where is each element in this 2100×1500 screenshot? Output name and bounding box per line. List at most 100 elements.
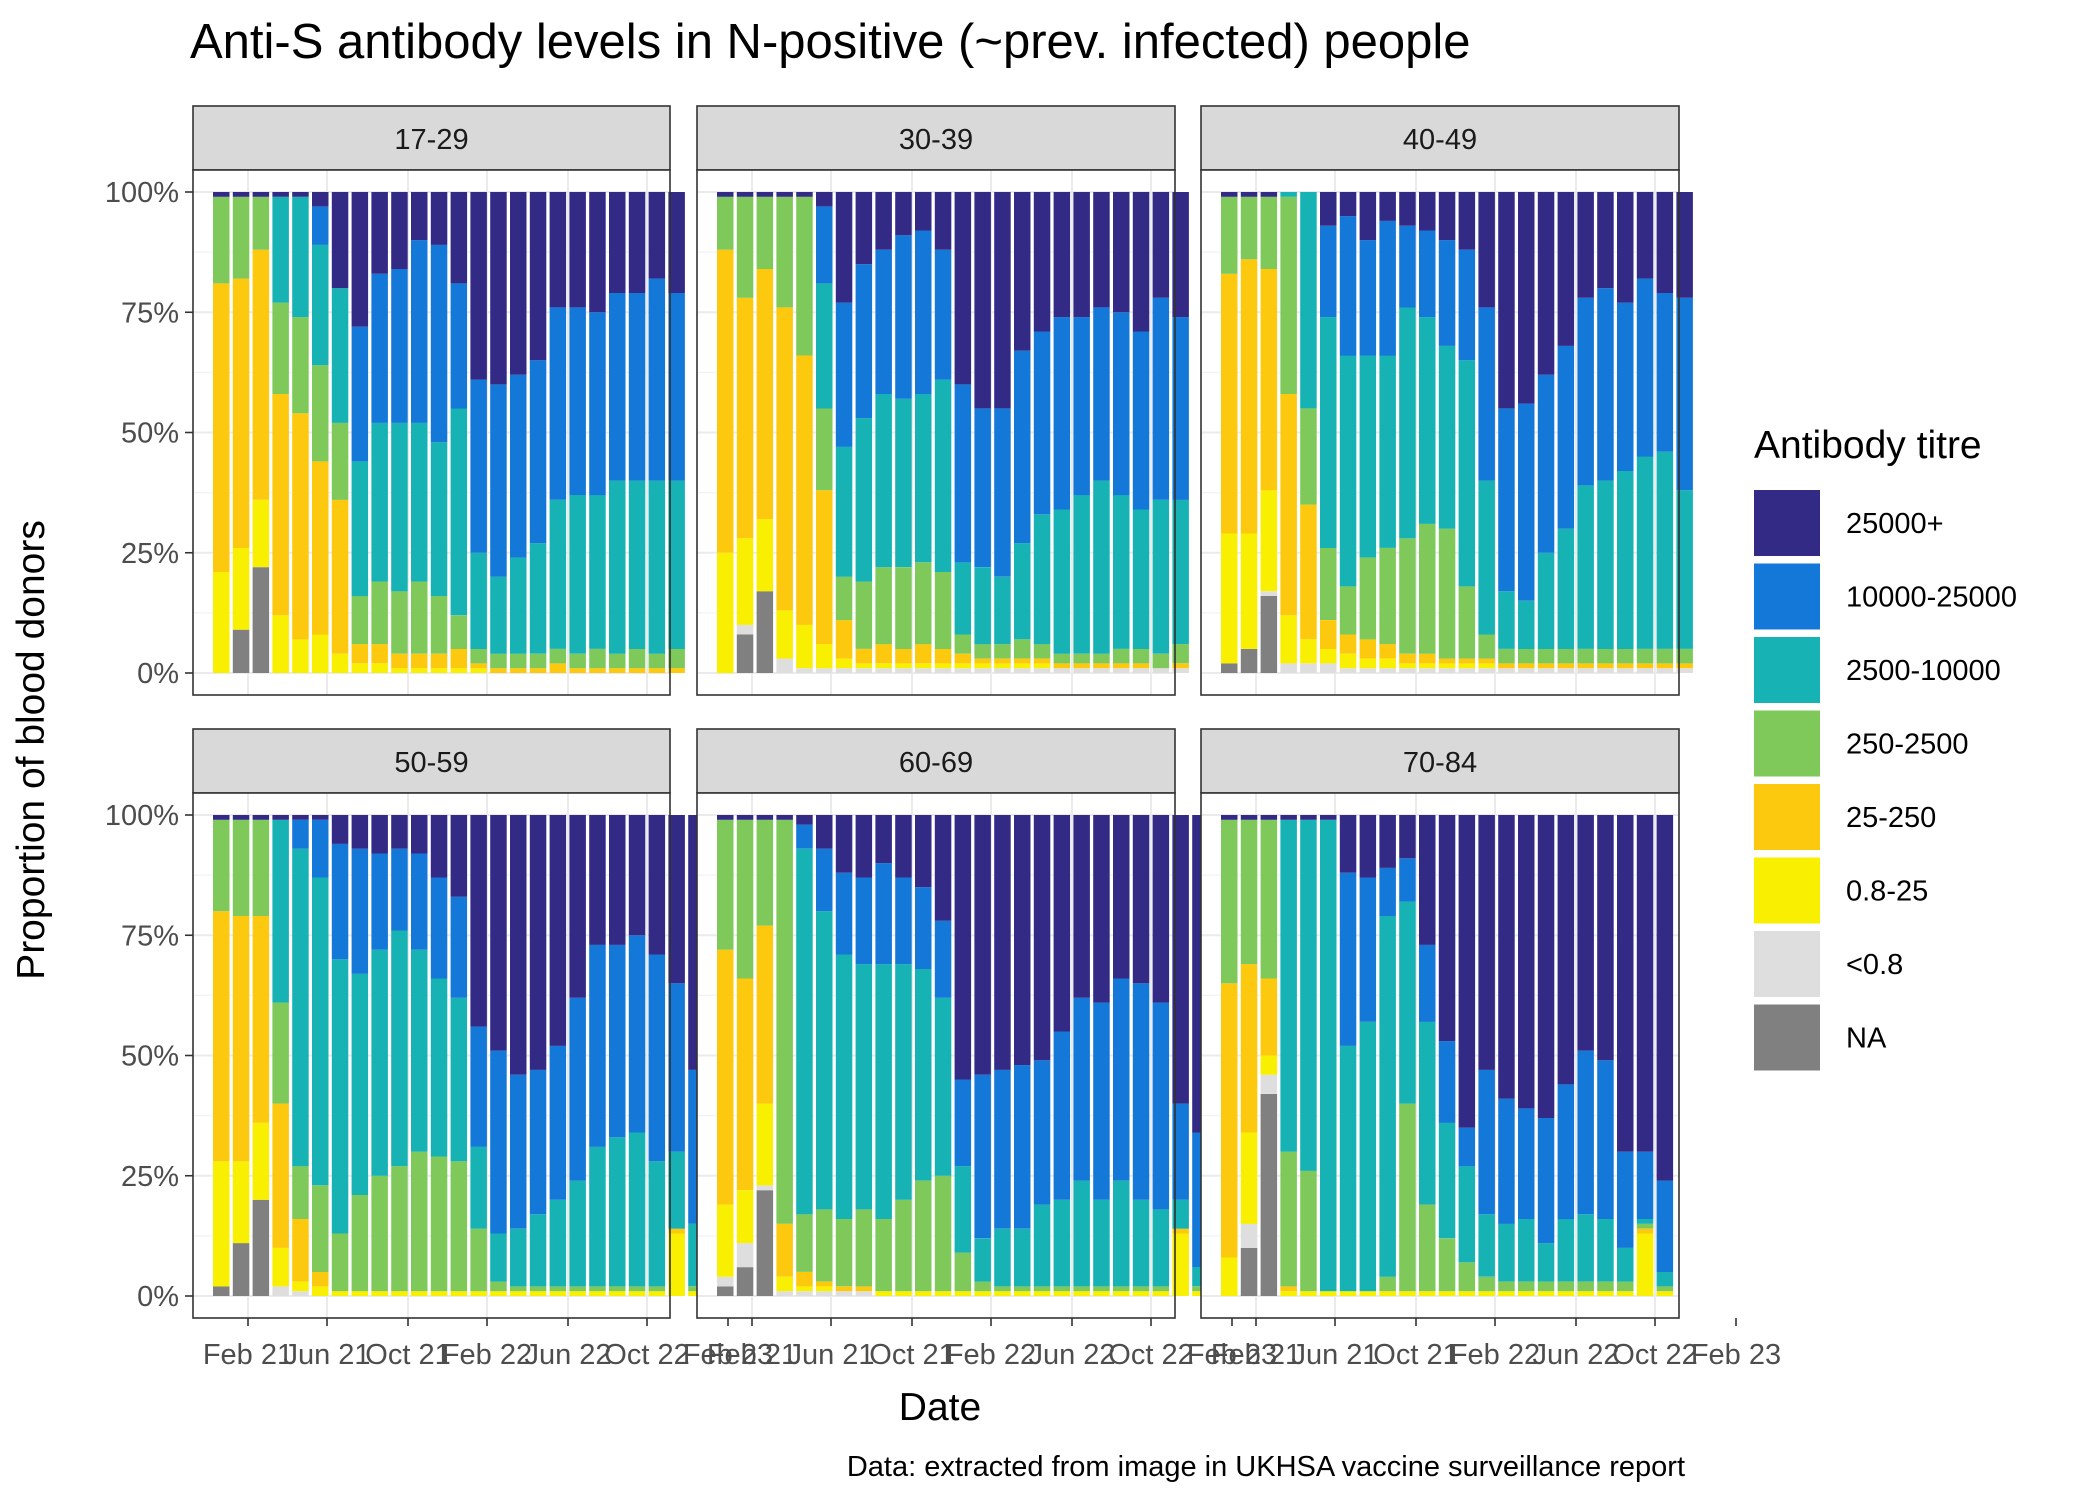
bar-segment-10000-25000 xyxy=(934,920,952,998)
bar-segment-0-8-25 xyxy=(252,1122,270,1200)
bar-segment-25-250 xyxy=(1280,394,1297,616)
bar-segment-25000 xyxy=(510,815,527,1075)
bar-segment-0-8-25 xyxy=(470,668,487,673)
bar-segment-25000 xyxy=(549,815,567,1046)
bar-segment-10000-25000 xyxy=(1033,1060,1051,1205)
bar-segment-250-2500 xyxy=(1537,649,1555,664)
bar-segment-0-8-25 xyxy=(1399,663,1416,669)
bar-segment-250-2500 xyxy=(529,1286,547,1292)
bar-segment-na xyxy=(1221,663,1238,673)
bar-segment-250-2500 xyxy=(589,1286,606,1292)
bar-segment-2500-10000 xyxy=(934,997,952,1176)
bar-segment-lt-0-8 xyxy=(1458,668,1476,673)
bar-segment-250-2500 xyxy=(1577,1281,1594,1292)
bar-stack xyxy=(232,815,250,1296)
bar-segment-250-2500 xyxy=(648,653,666,669)
bar-segment-25-250 xyxy=(371,644,388,664)
bar-segment-25000 xyxy=(1379,815,1396,868)
bar-segment-25-250 xyxy=(1379,644,1396,659)
bar-segment-0-8-25 xyxy=(391,1291,408,1296)
bar-segment-25-250 xyxy=(1073,663,1090,669)
bar-segment-25000 xyxy=(1359,815,1377,878)
bar-stack xyxy=(1300,815,1317,1296)
bar-segment-0-8-25 xyxy=(292,639,309,673)
bar-segment-10000-25000 xyxy=(1033,331,1051,515)
bar-stack xyxy=(796,815,813,1296)
bar-segment-2500-10000 xyxy=(1280,819,1297,1152)
bar-segment-2500-10000 xyxy=(994,576,1011,645)
bar-segment-10000-25000 xyxy=(470,1026,487,1147)
bar-segment-250-2500 xyxy=(1172,644,1189,664)
bar-segment-25000 xyxy=(1300,815,1317,820)
bar-segment-10000-25000 xyxy=(430,877,448,979)
bar-stack xyxy=(1172,815,1189,1296)
bar-segment-0-8-25 xyxy=(648,1291,666,1296)
bar-segment-2500-10000 xyxy=(1379,916,1396,1277)
bar-segment-250-2500 xyxy=(470,649,487,664)
bar-segment-25-250 xyxy=(1132,663,1150,669)
bar-segment-250-2500 xyxy=(1073,1286,1090,1292)
bar-stack xyxy=(1152,815,1170,1296)
bar-segment-250-2500 xyxy=(1438,1238,1456,1292)
bar-segment-250-2500 xyxy=(796,196,813,356)
bar-segment-2500-10000 xyxy=(1033,1204,1051,1287)
bar-segment-25-250 xyxy=(589,668,606,673)
bar-segment-10000-25000 xyxy=(609,944,626,1138)
bar-segment-lt-0-8 xyxy=(1617,668,1634,673)
legend-key-10000-25000 xyxy=(1754,563,1820,630)
x-tick-label: Oct 22 xyxy=(1108,1339,1193,1371)
bar-segment-25000 xyxy=(232,192,250,197)
bar-stack xyxy=(1478,815,1495,1296)
bar-segment-25-250 xyxy=(232,916,250,1162)
bar-stack xyxy=(855,815,873,1296)
bar-segment-10000-25000 xyxy=(391,848,408,931)
bar-segment-lt-0-8 xyxy=(1537,668,1555,673)
bar-segment-2500-10000 xyxy=(648,480,666,654)
bar-segment-25-250 xyxy=(1172,663,1189,669)
bar-segment-10000-25000 xyxy=(855,877,873,965)
bar-segment-25000 xyxy=(1617,192,1634,303)
bar-segment-10000-25000 xyxy=(648,954,666,1162)
legend-key-0-8-25 xyxy=(1754,857,1820,924)
bar-segment-25-250 xyxy=(213,283,230,572)
x-tick-label: Feb 23 xyxy=(683,1339,773,1371)
bar-stack xyxy=(312,815,329,1296)
bar-segment-25-250 xyxy=(776,307,793,611)
bar-segment-250-2500 xyxy=(1498,1281,1515,1292)
bar-segment-10000-25000 xyxy=(668,293,685,481)
bar-segment-25-250 xyxy=(1014,658,1031,664)
facet-label: 40-49 xyxy=(1403,124,1477,156)
bar-segment-250-2500 xyxy=(796,1214,813,1272)
bar-segment-10000-25000 xyxy=(430,244,448,443)
bar-segment-250-2500 xyxy=(1656,649,1674,664)
facet-strip xyxy=(192,728,671,794)
bar-segment-250-2500 xyxy=(1557,649,1575,664)
bar-segment-10000-25000 xyxy=(569,997,586,1181)
bar-segment-0-8-25 xyxy=(974,663,991,669)
bar-segment-0-8-25 xyxy=(1240,1132,1258,1224)
bar-segment-10000-25000 xyxy=(312,819,329,878)
bar-segment-2500-10000 xyxy=(1172,1199,1189,1229)
bar-segment-25000 xyxy=(855,815,873,878)
bar-segment-2500-10000 xyxy=(430,442,448,596)
bar-segment-lt-0-8 xyxy=(1498,668,1515,673)
bar-segment-0-8-25 xyxy=(1093,1291,1110,1296)
bar-segment-2500-10000 xyxy=(1320,819,1337,1292)
bar-segment-250-2500 xyxy=(1132,1286,1150,1292)
bar-segment-25-250 xyxy=(1597,663,1614,669)
bar-segment-lt-0-8 xyxy=(1093,668,1110,673)
bar-segment-250-2500 xyxy=(272,1002,289,1104)
bar-segment-25-250 xyxy=(736,297,754,539)
bar-stack xyxy=(1053,815,1071,1296)
bar-stack xyxy=(312,192,329,673)
bar-segment-0-8-25 xyxy=(430,1291,448,1296)
bar-segment-25-250 xyxy=(895,649,912,664)
bar-stack xyxy=(1014,192,1031,673)
bar-segment-na xyxy=(213,1286,230,1296)
bar-segment-25000 xyxy=(609,815,626,945)
legend-label: 10000-25000 xyxy=(1846,582,2017,614)
bar-segment-2500-10000 xyxy=(1537,552,1555,649)
bar-segment-250-2500 xyxy=(1093,653,1110,664)
bar-segment-10000-25000 xyxy=(974,408,991,568)
bar-segment-25-250 xyxy=(1093,663,1110,669)
